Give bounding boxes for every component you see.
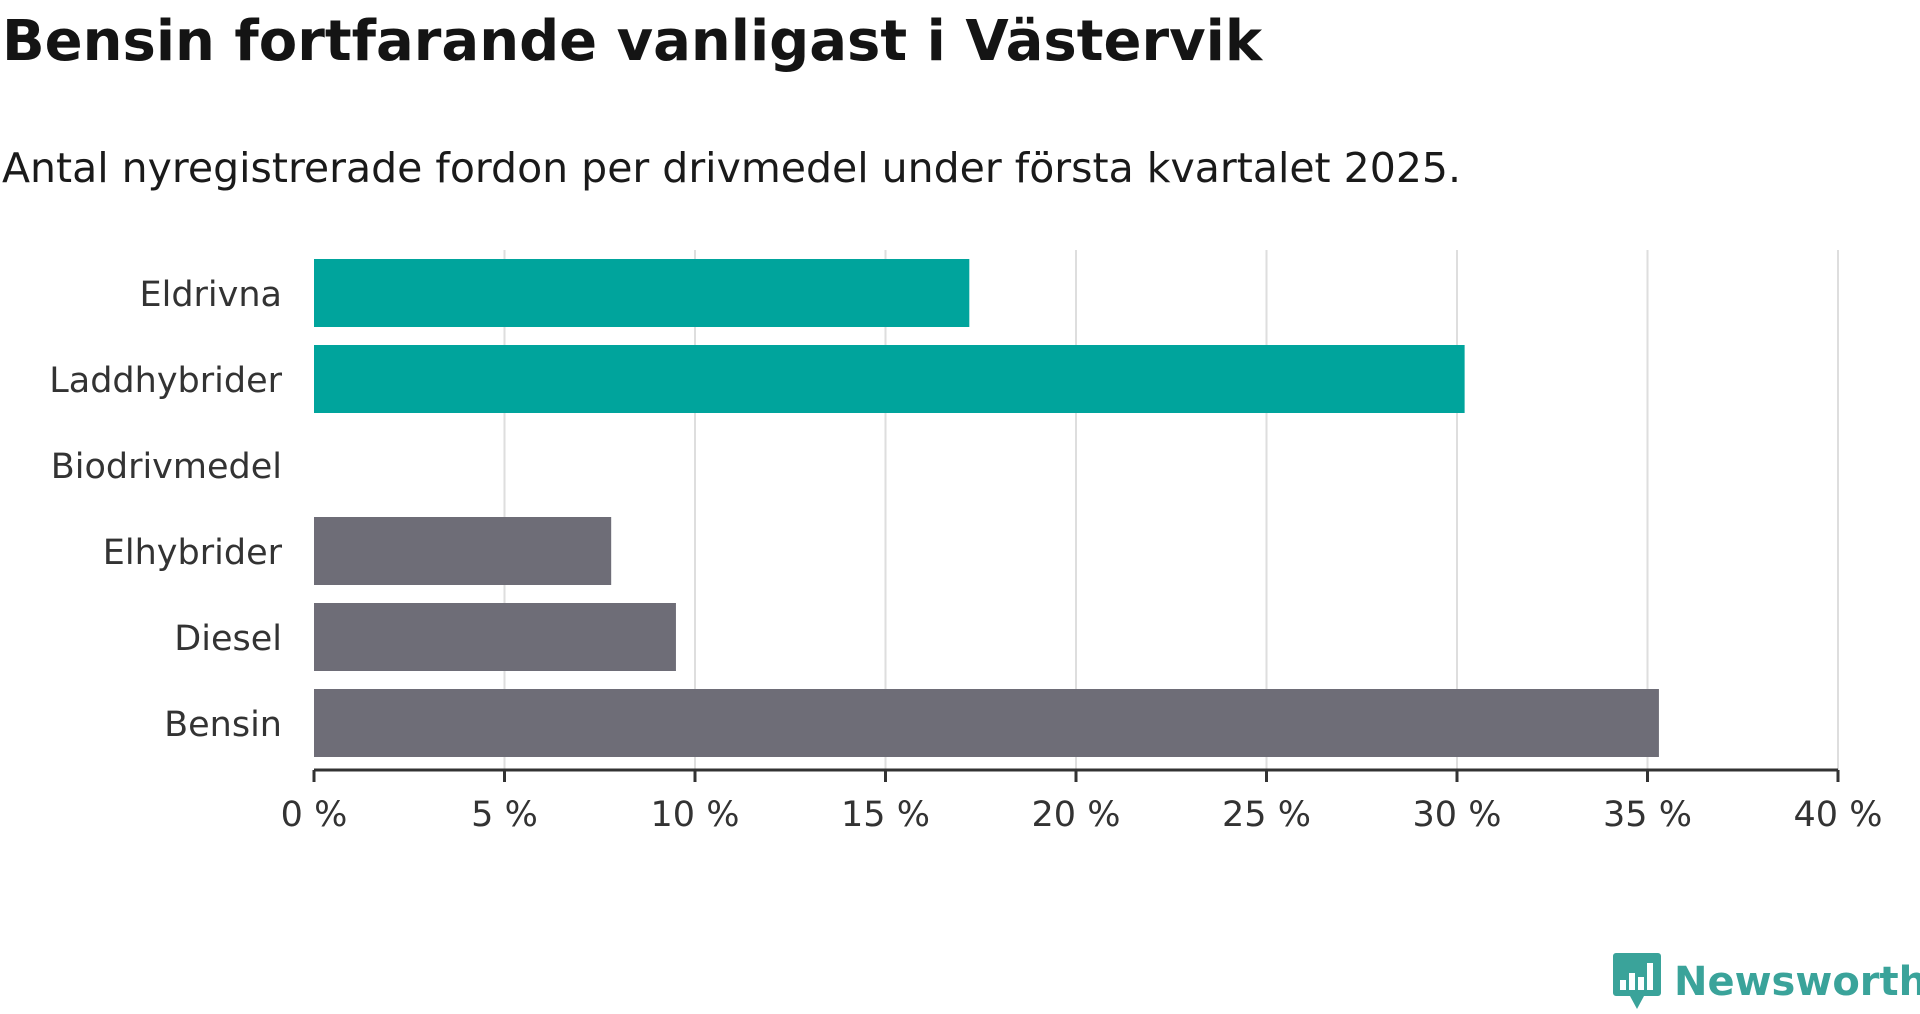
x-tick-label: 15 % — [841, 795, 930, 835]
bar-laddhybrider — [314, 345, 1465, 413]
category-label: Eldrivna — [139, 275, 282, 315]
y-axis-labels: Eldrivna Laddhybrider Biodrivmedel Elhybrid… — [49, 275, 282, 745]
gridlines — [503, 250, 1839, 770]
x-tick-label: 25 % — [1222, 795, 1311, 835]
bars — [314, 259, 1659, 757]
bar-chart: 0 % 5 % 10 % 15 % 20 % 25 % 30 % 35 % 40 % Eldri… — [49, 250, 1883, 835]
category-label: Biodrivmedel — [51, 447, 282, 487]
x-tick-label: 20 % — [1032, 795, 1121, 835]
x-tick-label: 5 % — [471, 795, 538, 835]
chart-subtitle: Antal nyregistrerade fordon per drivmede… — [2, 144, 1462, 192]
newsworthy-logo-icon — [1613, 953, 1661, 1009]
x-tick-label: 0 % — [281, 795, 348, 835]
chart-title: Bensin fortfarande vanligast i Västervik — [2, 9, 1263, 74]
x-tick-label: 30 % — [1413, 795, 1502, 835]
bar-eldrivna — [314, 259, 970, 327]
category-label: Laddhybrider — [49, 361, 282, 401]
category-label: Diesel — [174, 619, 282, 659]
category-label: Elhybrider — [103, 533, 283, 573]
bar-bensin — [314, 689, 1659, 757]
newsworthy-logo: Newsworthy — [1612, 950, 1920, 1014]
x-axis: 0 % 5 % 10 % 15 % 20 % 25 % 30 % 35 % 40 % — [281, 768, 1883, 835]
x-tick-label: 35 % — [1603, 795, 1692, 835]
x-tick-label: 40 % — [1794, 795, 1883, 835]
x-tick-label: 10 % — [651, 795, 740, 835]
bar-diesel — [314, 603, 676, 671]
category-label: Bensin — [164, 705, 282, 745]
brand-name: Newsworthy — [1674, 959, 1920, 1005]
bar-elhybrider — [314, 517, 612, 585]
